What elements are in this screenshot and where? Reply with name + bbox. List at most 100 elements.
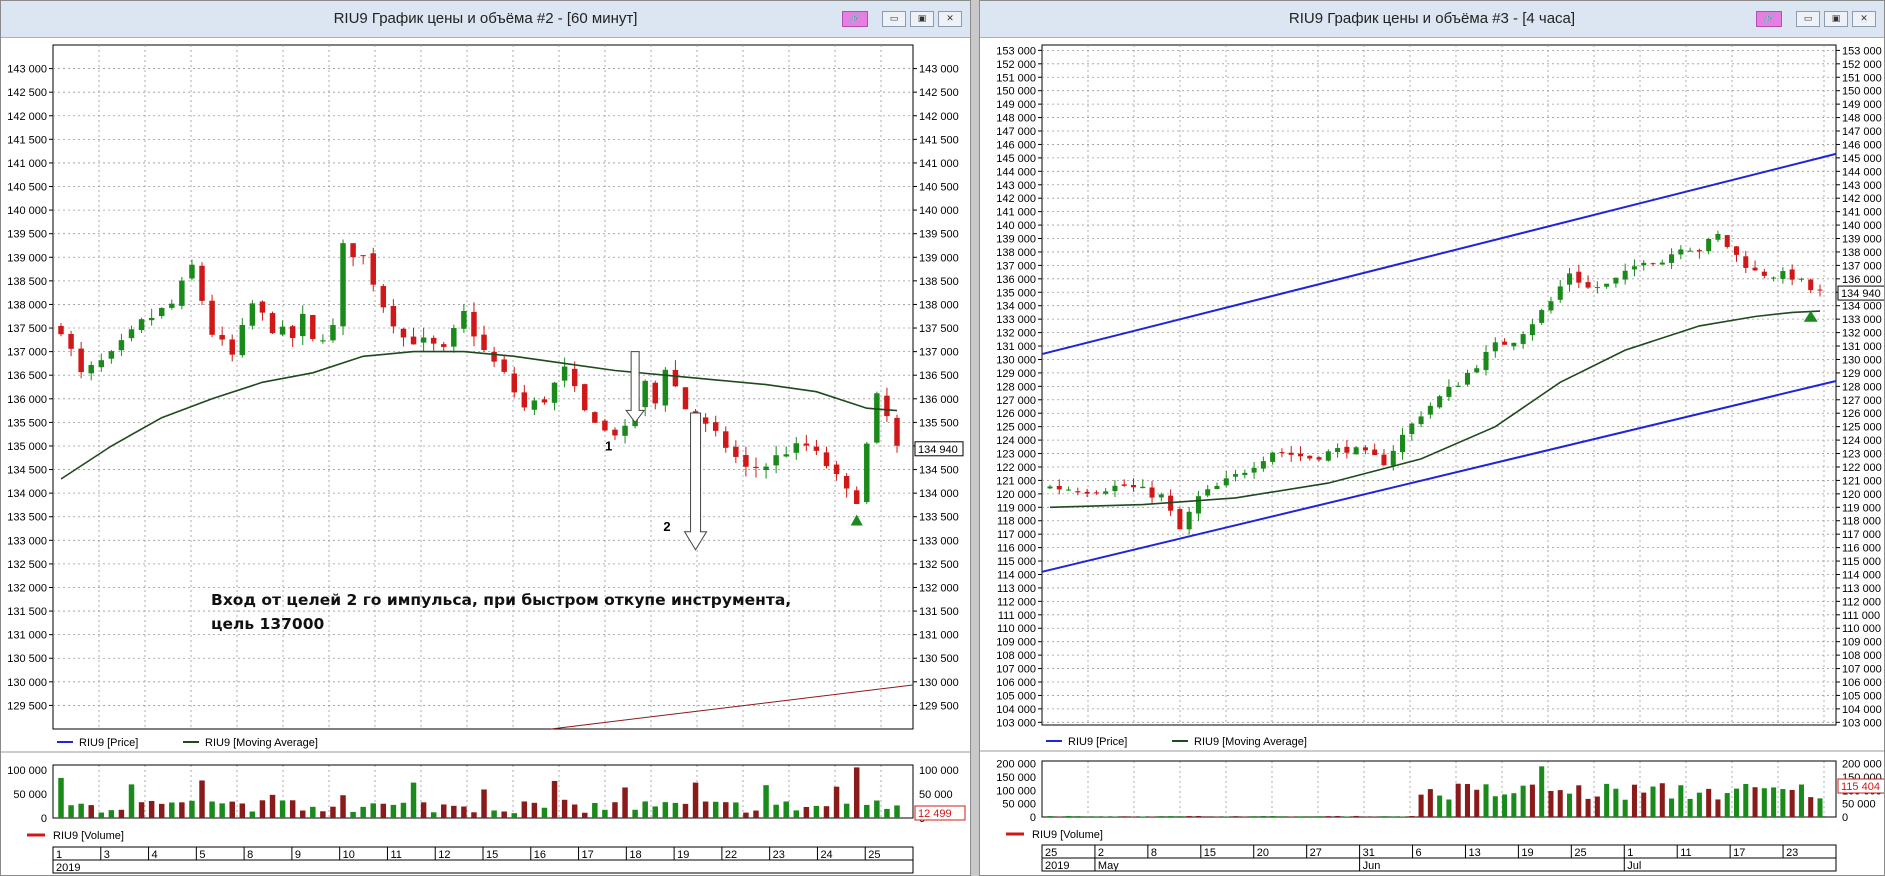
legend-volume-label: RIU9 [Volume]	[53, 830, 124, 842]
date-label: 19	[1521, 847, 1533, 859]
volume-bar	[743, 812, 749, 818]
y-tick-label-right: 142 000	[1842, 193, 1882, 205]
candle-body	[1724, 235, 1730, 247]
date-label: 20	[1257, 847, 1269, 859]
y-tick-label-right: 125 000	[1842, 422, 1882, 434]
y-tick-label-left: 140 500	[7, 182, 47, 194]
candle-body	[1093, 492, 1099, 494]
volume-bar	[1817, 798, 1823, 817]
last-price-badge	[914, 441, 964, 457]
y-tick-label-right: 141 000	[919, 158, 959, 170]
volume-bar	[1631, 784, 1637, 817]
y-tick-label-right: 109 000	[1842, 637, 1882, 649]
candle-body	[1502, 341, 1508, 345]
candle-body	[1455, 385, 1461, 387]
volume-bar	[1483, 784, 1489, 817]
channel-lower-line	[1041, 379, 1837, 573]
link-icon[interactable]: 🔗	[842, 11, 868, 27]
y-tick-label-right: 147 000	[1842, 126, 1882, 138]
y-tick-label-left: 131 000	[7, 630, 47, 642]
y-tick-label-right: 141 500	[919, 134, 959, 146]
candle-body	[1288, 452, 1294, 455]
y-tick-label-left: 113 000	[997, 583, 1036, 595]
candle-body	[1492, 342, 1498, 352]
minimize-button[interactable]: ▭	[1796, 11, 1820, 27]
volume-bar	[441, 804, 447, 818]
candle-body	[773, 455, 779, 466]
y-tick-label-left: 149 000	[996, 99, 1036, 111]
y-tick-label-right: 117 000	[1842, 529, 1881, 541]
close-button[interactable]: ✕	[938, 11, 962, 27]
candle-body	[320, 340, 326, 342]
volume-bar	[289, 800, 296, 818]
chart-window-4h[interactable]: RIU9 График цены и объёма #3 - [4 часа] …	[979, 0, 1885, 876]
volume-bar	[451, 805, 457, 818]
volume-bar	[360, 806, 366, 818]
candle-body	[98, 360, 105, 368]
y-tick-label-left: 120 000	[996, 489, 1036, 501]
volume-bar	[1798, 784, 1804, 817]
close-button[interactable]: ✕	[1852, 11, 1876, 27]
y-tick-label-right: 153 000	[1842, 45, 1882, 57]
y-tick-label-left: 103 000	[996, 717, 1036, 729]
y-tick-label-left: 136 000	[7, 394, 47, 406]
candle-body	[1780, 271, 1786, 279]
window-titlebar[interactable]: RIU9 График цены и объёма #2 - [60 минут…	[1, 1, 970, 38]
candle-body	[672, 369, 679, 387]
candle-body	[1817, 289, 1823, 291]
volume-bar	[1492, 796, 1498, 817]
annotation-text: Вход от целей 2 го импульса, при быстром…	[211, 591, 792, 633]
candle-body	[1233, 474, 1239, 477]
candle-body	[1195, 496, 1201, 514]
candle-body	[622, 425, 628, 436]
volume-bar	[1789, 789, 1795, 817]
candle-body	[1390, 450, 1396, 466]
candle-body	[370, 253, 376, 285]
volume-bar	[471, 812, 477, 818]
candle-body	[723, 431, 729, 448]
volume-tick-label-right: 200 000	[1842, 759, 1882, 771]
candle-body	[1372, 449, 1378, 456]
maximize-button[interactable]: ▣	[910, 11, 934, 27]
last-price-badge	[1837, 285, 1884, 301]
volume-bar	[1808, 797, 1814, 817]
y-tick-label-right: 140 000	[919, 205, 959, 217]
candle-body	[662, 369, 669, 406]
date-label: 4	[152, 849, 158, 861]
candle-body	[138, 319, 145, 331]
price-plot-area	[1041, 44, 1837, 726]
candle-body	[1427, 405, 1433, 415]
y-tick-label-left: 152 000	[996, 59, 1036, 71]
y-tick-label-right: 127 000	[1842, 395, 1882, 407]
volume-bar	[410, 782, 417, 818]
y-tick-label-right: 111 000	[1842, 610, 1880, 622]
y-tick-label-right: 143 000	[919, 64, 959, 76]
candle-body	[1446, 386, 1452, 397]
link-icon[interactable]: 🔗	[1756, 11, 1782, 27]
volume-bar	[1233, 816, 1239, 817]
candle-body	[219, 335, 225, 340]
y-tick-label-right: 131 500	[919, 606, 959, 618]
minimize-button[interactable]: ▭	[882, 11, 906, 27]
candle-body	[88, 365, 94, 374]
buy-signal-icon	[850, 514, 863, 526]
chart-window-60min[interactable]: RIU9 График цены и объёма #2 - [60 минут…	[0, 0, 971, 876]
y-tick-label-left: 146 000	[996, 139, 1036, 151]
y-tick-label-left: 111 000	[998, 610, 1036, 622]
maximize-button[interactable]: ▣	[1824, 11, 1848, 27]
y-tick-label-left: 138 000	[996, 247, 1036, 259]
candle-body	[491, 351, 497, 362]
volume-bar	[1520, 785, 1526, 817]
y-tick-label-right: 129 000	[1842, 368, 1882, 380]
candle-body	[128, 329, 135, 339]
candle-body	[420, 337, 427, 343]
volume-tick-label-right: 50 000	[1842, 799, 1876, 811]
candle-body	[1056, 485, 1062, 490]
candle-body	[1437, 396, 1443, 408]
date-label: 19	[677, 849, 689, 861]
candle-body	[78, 348, 84, 373]
volume-bar	[1075, 816, 1081, 817]
window-titlebar[interactable]: RIU9 График цены и объёма #3 - [4 часа] …	[980, 1, 1884, 38]
